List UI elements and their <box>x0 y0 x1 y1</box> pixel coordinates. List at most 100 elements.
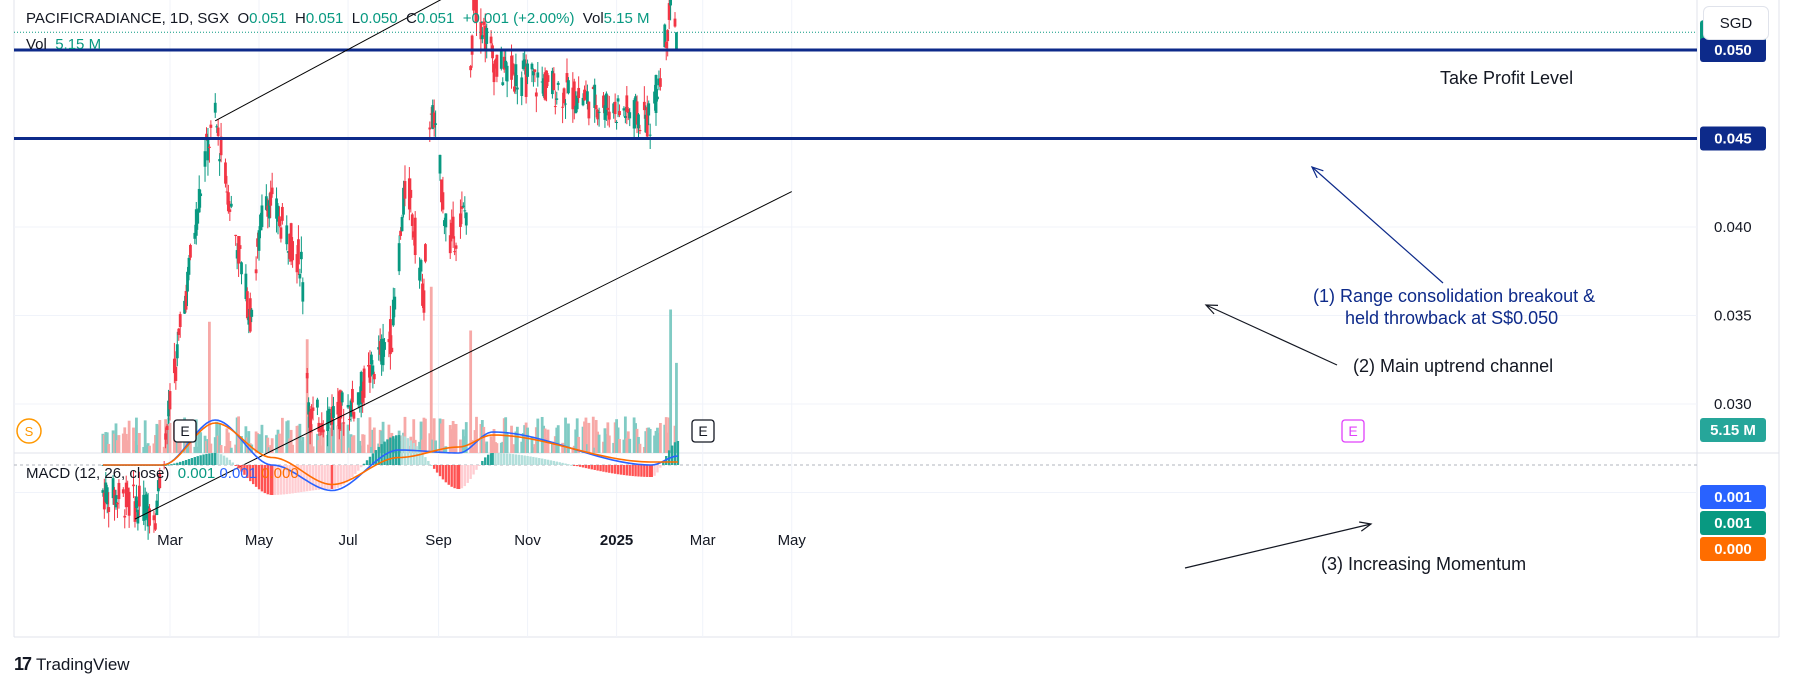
volume-bar <box>431 439 435 453</box>
candle-body <box>453 251 457 253</box>
candle-body <box>237 236 240 264</box>
candle-body <box>235 250 239 259</box>
momentum-arrow-head <box>1359 521 1373 532</box>
annotations: E E E S Take Profit Level (1) Range consolida… <box>16 68 1595 574</box>
candle-body <box>491 45 494 59</box>
candle-body <box>520 77 524 96</box>
volume-bar <box>279 447 283 453</box>
candle-body <box>183 300 186 314</box>
split-marker-label: S <box>25 424 34 439</box>
macd-histogram-bar <box>494 453 497 465</box>
volume-bar <box>495 443 499 453</box>
macd-histogram-bar <box>342 465 345 485</box>
macd-histogram-bar <box>257 465 261 490</box>
macd-histogram-bar <box>339 465 342 487</box>
candle-body <box>526 63 529 77</box>
candle-body <box>552 73 556 91</box>
candle-body <box>276 205 280 222</box>
candle-body <box>635 101 639 125</box>
candle-body <box>438 154 442 174</box>
candle-body <box>492 63 496 83</box>
volume-bar <box>346 424 350 453</box>
candle-body <box>499 51 503 69</box>
tradingview-logo[interactable]: 17 TradingView <box>14 654 130 675</box>
volume-bar <box>280 417 284 453</box>
candle-body <box>143 498 147 521</box>
candle-body <box>142 494 146 521</box>
volume-bar <box>121 433 125 453</box>
candle-body <box>225 191 229 193</box>
candle-body <box>656 96 659 100</box>
volume-bar <box>644 431 648 453</box>
volume-bar <box>583 421 586 453</box>
candle-body <box>132 484 135 487</box>
candle-body <box>238 245 242 249</box>
volume-bar <box>628 438 632 453</box>
macd-histogram-bar <box>240 465 243 472</box>
macd-histogram-bar <box>282 465 286 495</box>
macd-histogram-bar <box>297 465 300 493</box>
time-axis-label: Nov <box>514 532 541 549</box>
candle-body <box>521 60 525 69</box>
macd-histogram-bar <box>294 465 297 493</box>
time-axis-label: Sep <box>425 532 452 549</box>
candle-body <box>479 21 483 40</box>
macd-histogram-bar <box>532 456 535 465</box>
macd-histogram-bar <box>529 456 532 465</box>
time-axis-label: 2025 <box>600 532 633 549</box>
currency-button[interactable]: SGD <box>1703 6 1769 40</box>
macd-histogram-bar <box>371 453 375 465</box>
macd-histogram-bar <box>225 457 229 465</box>
candle-body <box>329 414 332 424</box>
candle-body <box>472 0 475 11</box>
price-badge <box>1700 38 1766 62</box>
volume-bar <box>581 426 585 453</box>
macd-histogram-bar <box>386 439 389 465</box>
volume-legend[interactable]: Vol 5.15 M <box>26 36 101 53</box>
macd-histogram-bar <box>329 465 332 490</box>
macd-histogram-bar <box>418 449 421 465</box>
macd-histogram-bar <box>587 465 591 469</box>
candle-body <box>316 399 319 408</box>
volume-bar <box>286 420 290 453</box>
macd-histogram-bar <box>648 465 652 477</box>
volume-bar <box>276 429 280 453</box>
candle-body <box>513 86 516 92</box>
candle-body <box>607 111 611 120</box>
macd-histogram-bar <box>222 455 226 465</box>
candle-body <box>555 98 559 100</box>
candle-body <box>215 126 219 128</box>
macd-histogram-bar <box>199 455 202 465</box>
candle-body <box>612 103 616 114</box>
volume-bar <box>613 422 617 453</box>
low-label: L <box>351 10 361 27</box>
volume-bar <box>339 438 343 453</box>
macd-histogram-bar <box>167 464 170 466</box>
macd-histogram-bar <box>653 465 656 476</box>
volume-bar <box>461 429 465 453</box>
symbol-name[interactable]: PACIFICRADIANCE, 1D, SGX <box>26 10 230 27</box>
volume-bar <box>101 433 105 453</box>
volume-bar <box>591 416 595 453</box>
macd-histogram-bar <box>608 465 611 473</box>
high-value: 0.051 <box>305 10 344 27</box>
macd-histogram-bar <box>351 465 354 478</box>
candle-body <box>393 296 397 310</box>
macd-badge-label: 0.001 <box>1714 489 1752 506</box>
candle-body <box>577 87 581 99</box>
macd-histogram-bar <box>676 441 680 465</box>
volume-bar <box>587 422 591 453</box>
candle-body <box>504 60 508 68</box>
volume-bar <box>288 438 292 453</box>
volume-bar <box>501 441 505 453</box>
candle-body <box>318 430 322 432</box>
volume-bar <box>412 419 416 453</box>
volume-bar <box>113 433 116 453</box>
candle-body <box>298 273 302 279</box>
candle-body <box>419 260 423 272</box>
macd-legend[interactable]: MACD (12, 26, close) 0.001 0.001 0.000 <box>26 465 299 482</box>
candle-body <box>177 328 181 335</box>
volume-bar <box>148 445 151 453</box>
macd-histogram-bar <box>628 465 631 476</box>
